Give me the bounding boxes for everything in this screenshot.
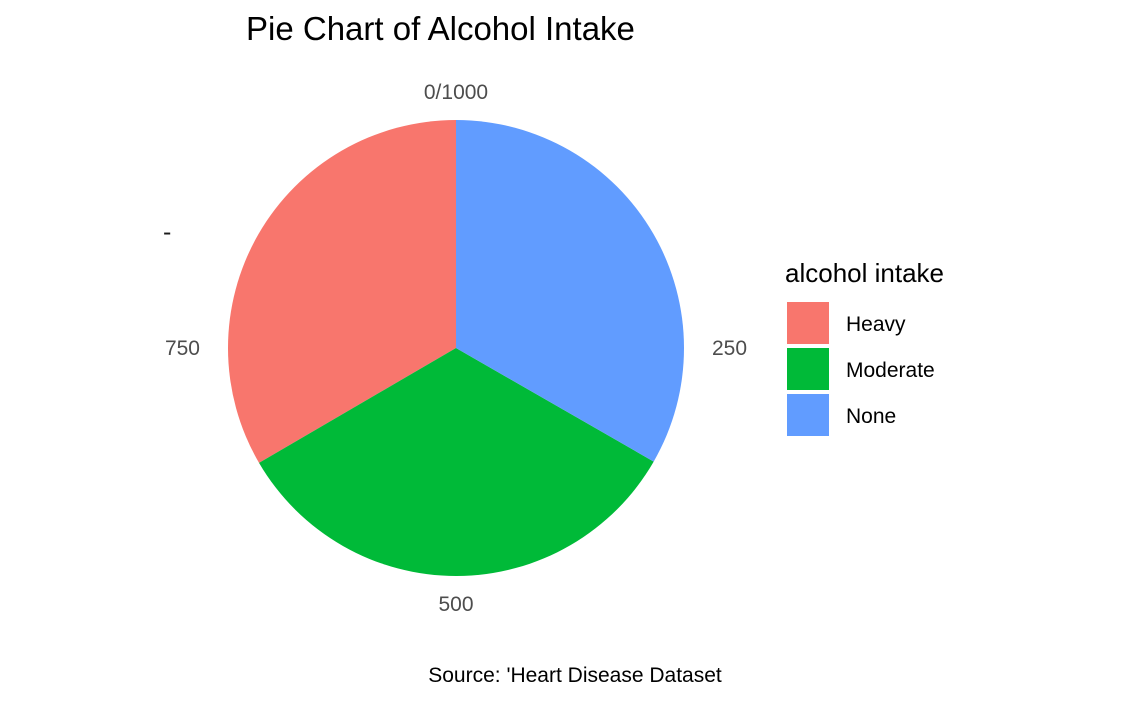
chart-title: Pie Chart of Alcohol Intake xyxy=(246,10,635,47)
angular-tick-label: 0/1000 xyxy=(424,81,488,104)
legend-label-moderate: Moderate xyxy=(846,359,935,382)
angular-tick-label: 250 xyxy=(712,337,747,360)
legend-label-none: None xyxy=(846,405,896,428)
chart-caption: Source: 'Heart Disease Dataset xyxy=(428,664,722,687)
legend-items: Heavy Moderate None xyxy=(787,302,935,436)
pie-slices xyxy=(228,120,684,576)
legend-key-moderate xyxy=(787,348,829,390)
y-axis-label: - xyxy=(163,218,171,246)
pie-slice-moderate xyxy=(259,348,654,576)
legend: alcohol intake Heavy Moderate None xyxy=(785,258,944,436)
angular-tick-label: 750 xyxy=(165,337,200,360)
legend-key-heavy xyxy=(787,302,829,344)
legend-key-none xyxy=(787,394,829,436)
pie-slice-heavy xyxy=(228,120,456,463)
pie-slice-none xyxy=(456,120,684,462)
legend-title: alcohol intake xyxy=(785,258,944,288)
angular-tick-labels: 0/1000 250 500 750 xyxy=(165,81,747,616)
angular-tick-label: 500 xyxy=(438,593,473,616)
legend-label-heavy: Heavy xyxy=(846,313,906,336)
